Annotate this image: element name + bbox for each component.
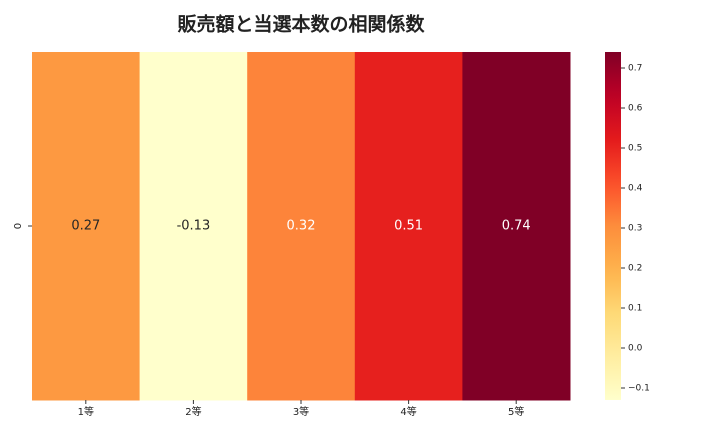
heatmap-cell	[32, 52, 141, 401]
y-tick-label: 0	[13, 223, 24, 229]
colorbar-tick-label: 0.5	[628, 144, 642, 154]
cell-label: 0.51	[394, 219, 423, 234]
heatmap-cell	[247, 52, 356, 401]
x-tick-label: 4等	[400, 405, 416, 418]
cell-label: -0.13	[177, 219, 211, 234]
colorbar-tick-label: 0.6	[628, 104, 643, 114]
colorbar-tick-label: 0.0	[628, 344, 643, 354]
x-tick-label: 3等	[293, 405, 309, 418]
heatmap-cell	[139, 52, 248, 401]
heatmap-cell	[354, 52, 463, 401]
heatmap-cell	[462, 52, 571, 401]
colorbar-tick-label: −0.1	[628, 384, 650, 394]
colorbar	[605, 52, 621, 400]
x-tick-label: 1等	[78, 405, 94, 418]
colorbar-tick-label: 0.7	[628, 64, 642, 74]
colorbar-tick-label: 0.1	[628, 304, 642, 314]
colorbar-tick-label: 0.2	[628, 264, 642, 274]
cell-label: 0.32	[287, 219, 316, 234]
cell-label: 0.27	[71, 219, 100, 234]
colorbar-tick-label: 0.4	[628, 184, 643, 194]
x-tick-label: 5等	[508, 405, 524, 418]
chart-title: 販売額と当選本数の相関係数	[177, 13, 425, 36]
cell-label: 0.74	[502, 219, 531, 234]
x-tick-label: 2等	[185, 405, 201, 418]
colorbar-tick-label: 0.3	[628, 224, 642, 234]
